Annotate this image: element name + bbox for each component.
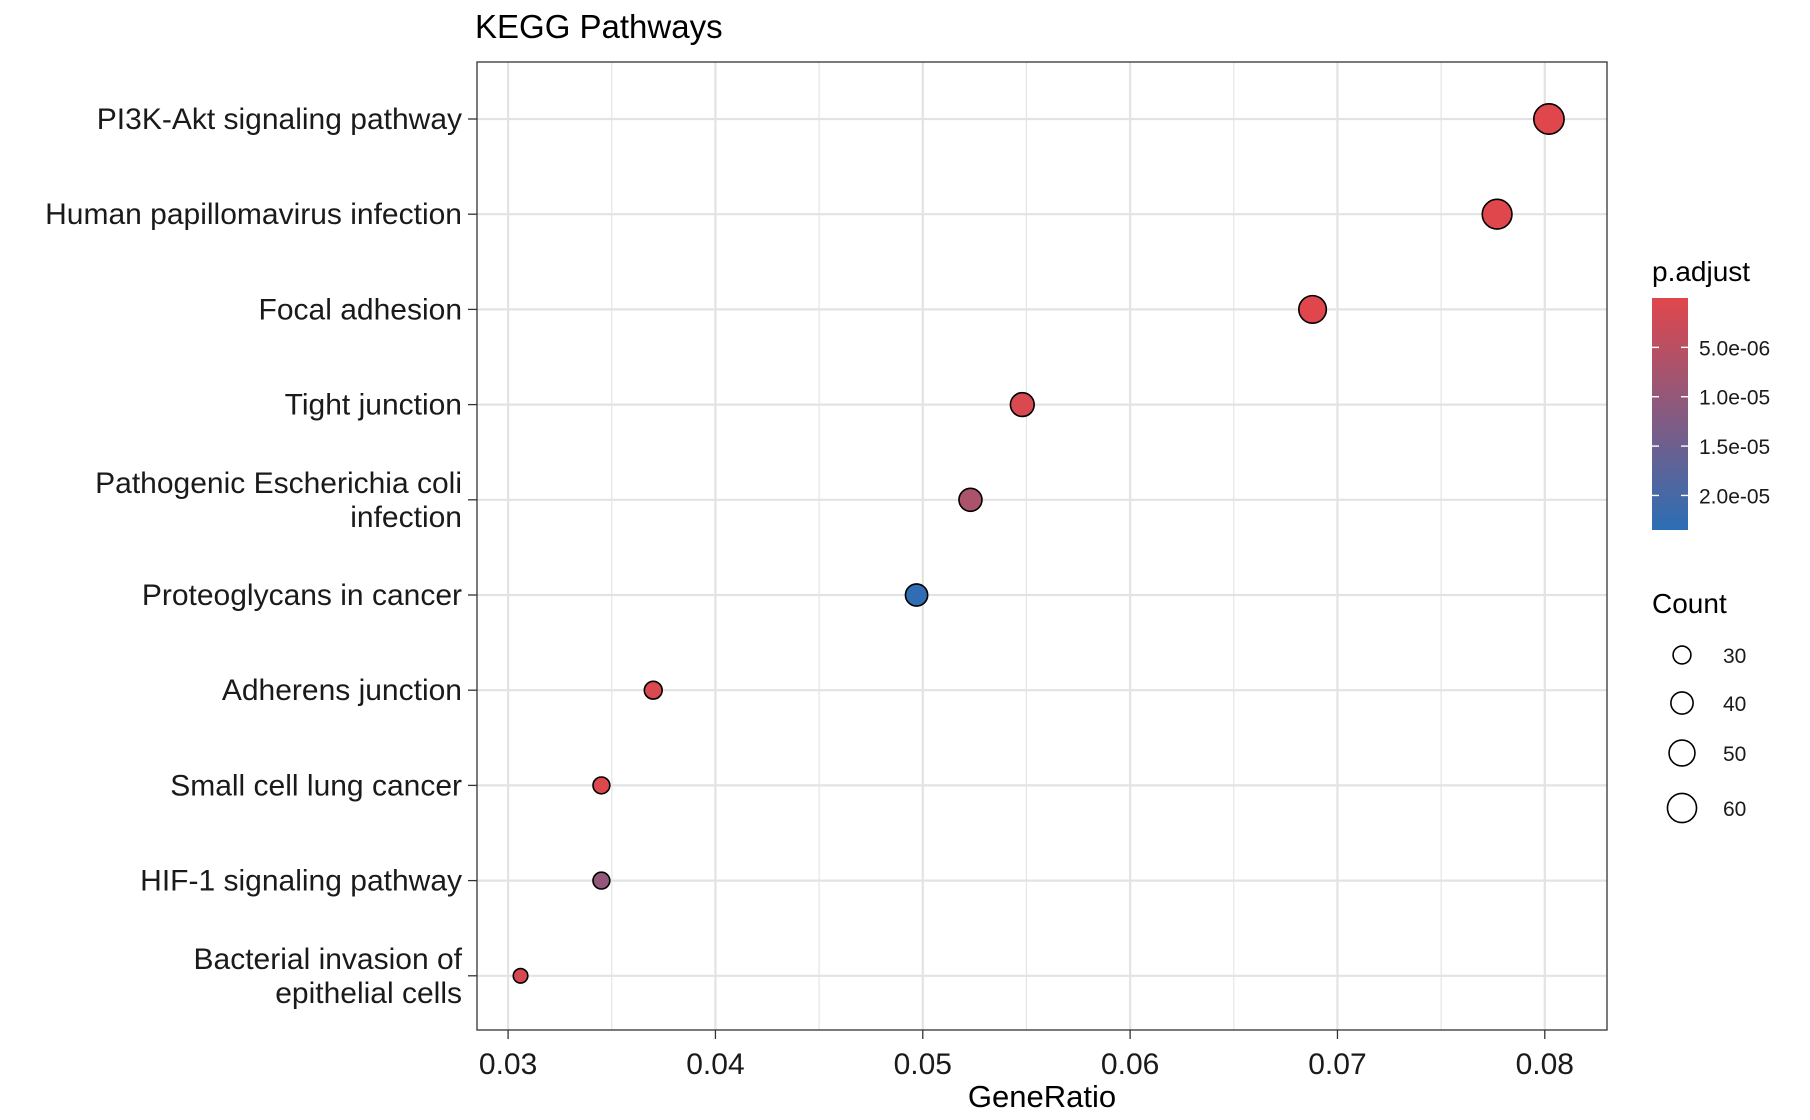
data-point bbox=[1298, 294, 1328, 324]
size-legend-title: Count bbox=[1652, 588, 1727, 619]
data-point bbox=[1533, 103, 1565, 135]
data-point bbox=[1481, 198, 1513, 230]
data-point bbox=[643, 680, 663, 700]
plot-border bbox=[476, 61, 1608, 1031]
size-legend-keys: 30 40 50 60 bbox=[1666, 645, 1746, 824]
size-key-circle bbox=[1668, 739, 1696, 767]
size-legend: Count 30 40 50 60 bbox=[1652, 588, 1746, 824]
data-point bbox=[958, 487, 983, 513]
x-tick-label: 0.03 bbox=[479, 1048, 537, 1081]
y-tick-label: epithelial cells bbox=[275, 977, 462, 1010]
color-legend: p.adjust 5.0e-06 1.0e-05 1.5e-05 2.0e-05 bbox=[1652, 256, 1770, 530]
size-key-label: 30 bbox=[1723, 645, 1746, 668]
y-tick-label: PI3K-Akt signaling pathway bbox=[97, 103, 462, 136]
color-tick-label: 5.0e-06 bbox=[1699, 337, 1770, 360]
x-axis: 0.03 0.04 0.05 0.06 0.07 0.08 bbox=[479, 1030, 1574, 1081]
data-point bbox=[904, 583, 929, 607]
gridlines bbox=[477, 62, 1607, 1030]
color-tick-label: 2.0e-05 bbox=[1699, 485, 1770, 508]
y-tick-label: Adherens junction bbox=[222, 674, 462, 707]
data-point bbox=[512, 967, 529, 984]
data-point bbox=[592, 871, 611, 890]
chart-title: KEGG Pathways bbox=[475, 8, 723, 45]
x-tick-label: 0.06 bbox=[1101, 1048, 1159, 1081]
y-tick-label: Focal adhesion bbox=[259, 293, 462, 326]
y-tick-label: Bacterial invasion of bbox=[194, 943, 463, 976]
color-legend-ticks: 5.0e-06 1.0e-05 1.5e-05 2.0e-05 bbox=[1652, 337, 1770, 508]
size-key-label: 60 bbox=[1723, 798, 1746, 821]
y-tick-label: HIF-1 signaling pathway bbox=[140, 865, 462, 898]
y-tick-label: Human papillomavirus infection bbox=[45, 198, 462, 231]
x-tick-label: 0.04 bbox=[686, 1048, 744, 1081]
size-key-label: 40 bbox=[1723, 693, 1746, 716]
y-tick-label: Tight junction bbox=[285, 389, 462, 422]
y-tick-label: Small cell lung cancer bbox=[170, 769, 462, 802]
size-key-circle bbox=[1672, 645, 1692, 665]
y-axis: PI3K-Akt signaling pathway Human papillom… bbox=[45, 103, 477, 1010]
plot-background bbox=[477, 62, 1607, 1030]
x-tick-label: 0.07 bbox=[1308, 1048, 1366, 1081]
x-tick-label: 0.05 bbox=[894, 1048, 952, 1081]
color-tick-label: 1.0e-05 bbox=[1699, 387, 1770, 410]
data-point bbox=[1009, 391, 1035, 418]
data-points bbox=[512, 103, 1565, 984]
y-tick-label: infection bbox=[350, 501, 462, 534]
data-point bbox=[592, 776, 611, 795]
x-axis-label: GeneRatio bbox=[968, 1079, 1116, 1114]
size-key-circle bbox=[1666, 792, 1698, 824]
size-key-circle bbox=[1670, 691, 1694, 715]
color-legend-title: p.adjust bbox=[1652, 256, 1750, 287]
color-bar bbox=[1652, 298, 1688, 530]
color-tick-label: 1.5e-05 bbox=[1699, 436, 1770, 459]
size-key-label: 50 bbox=[1723, 743, 1746, 766]
y-tick-label: Proteoglycans in cancer bbox=[142, 579, 462, 612]
y-tick-label: Pathogenic Escherichia coli bbox=[95, 467, 462, 500]
x-tick-label: 0.08 bbox=[1516, 1048, 1574, 1081]
